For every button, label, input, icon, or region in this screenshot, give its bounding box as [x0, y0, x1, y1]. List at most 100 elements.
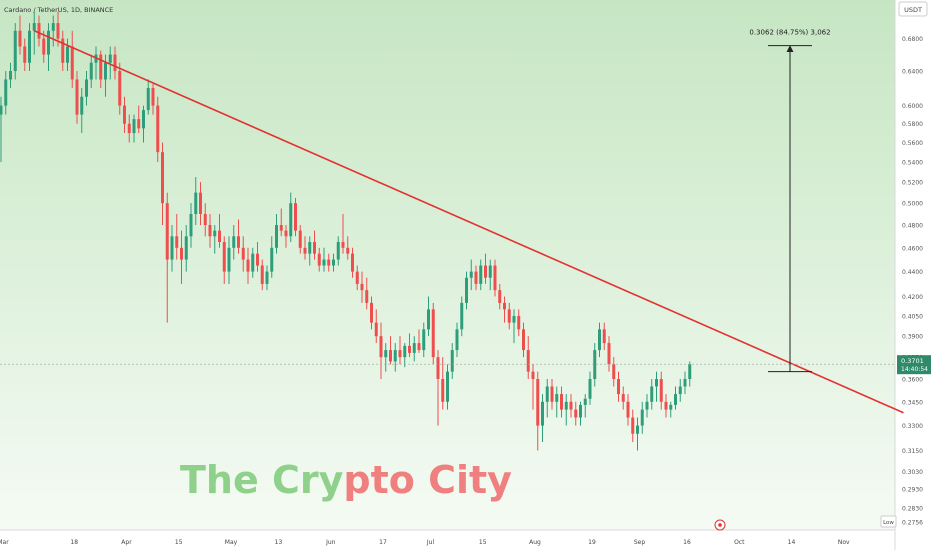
candle-body — [18, 30, 22, 47]
candle-body — [137, 119, 141, 129]
candle-body — [85, 79, 88, 97]
candle-body — [80, 96, 84, 115]
candle-body — [669, 404, 673, 410]
time-tick-label: Mar — [0, 539, 9, 546]
candle-body — [23, 46, 27, 63]
candle-body — [351, 253, 354, 272]
candle-body — [579, 404, 582, 418]
candle-body — [0, 105, 3, 115]
candle-body — [317, 253, 321, 266]
candle-body — [469, 271, 473, 278]
candle-body — [303, 247, 307, 254]
candle-body — [47, 30, 50, 55]
candle-body — [70, 46, 74, 80]
candle-body — [398, 350, 402, 358]
trend-line[interactable] — [33, 30, 904, 414]
candle-body — [208, 225, 212, 237]
candle-body — [142, 110, 145, 129]
candle-body — [123, 105, 126, 124]
price-tick-label: 0.3600 — [902, 377, 923, 384]
candle-body — [246, 259, 250, 272]
candle-body — [180, 247, 183, 260]
candle-body — [484, 265, 487, 278]
candle-body — [431, 309, 435, 358]
candle-body — [294, 203, 297, 231]
price-tick-label: 0.6400 — [902, 69, 923, 76]
symbol-title: Cardano / TetherUS, 1D, BINANCE — [4, 6, 113, 14]
candle-body — [393, 350, 397, 362]
candle-body — [598, 329, 601, 351]
time-tick-label: 18 — [70, 539, 78, 546]
candle-body — [241, 247, 245, 260]
candle-body — [631, 417, 635, 434]
candle-body — [203, 213, 207, 226]
price-tick-label: 0.5200 — [902, 180, 923, 187]
candle-body — [146, 88, 150, 111]
candle-body — [384, 350, 388, 358]
price-tick-label: 0.3900 — [902, 334, 923, 341]
candle-body — [56, 23, 60, 39]
candle-body — [194, 192, 198, 214]
candle-body — [583, 398, 587, 405]
price-tick-label: 0.3150 — [902, 448, 923, 455]
candle-body — [89, 62, 93, 80]
candle-body — [184, 236, 188, 260]
price-tick-label: 0.4200 — [902, 294, 923, 301]
candle-body — [688, 364, 692, 380]
candle-body — [270, 247, 274, 272]
candle-body — [260, 265, 264, 284]
time-tick-label: 13 — [275, 539, 283, 546]
candle-body — [265, 271, 269, 284]
price-axis-ticks: 0.6800 0.6400 0.6000 0.5800 0.5600 0.5400 0.52… — [902, 36, 923, 526]
candle-body — [593, 350, 597, 380]
candle-body — [313, 242, 316, 254]
candle-body — [346, 247, 350, 254]
candle-body — [332, 259, 335, 266]
candles-group — [0, 11, 692, 451]
candle-body — [441, 379, 445, 402]
candle-body — [13, 30, 17, 72]
time-axis-ticks: Mar 18 Apr 15 May 13 Jun 17 Jul 15 Aug 19 Sep 16 Oct 14… — [0, 539, 850, 546]
candle-body — [289, 203, 293, 237]
candle-body — [37, 23, 41, 39]
candle-body — [113, 54, 117, 72]
candle-body — [541, 401, 544, 426]
time-tick-label: 15 — [175, 539, 183, 546]
candle-body — [564, 401, 568, 410]
time-tick-label: Sep — [634, 539, 646, 546]
candle-body — [498, 290, 502, 303]
candle-body — [659, 379, 663, 402]
last-price-box — [897, 355, 931, 375]
last-price-label: 0.3701 — [901, 357, 924, 365]
time-tick-label: 16 — [683, 539, 691, 546]
candle-body — [536, 379, 540, 426]
price-tick-label: 0.4400 — [902, 269, 923, 276]
candle-body — [602, 329, 606, 344]
candle-body — [626, 401, 630, 418]
currency-box[interactable] — [898, 1, 928, 17]
candle-body — [360, 283, 364, 291]
price-tick-label: 0.6000 — [902, 103, 923, 110]
candle-body — [175, 236, 179, 248]
candle-body — [28, 30, 31, 63]
candle-body — [161, 152, 164, 204]
candle-body — [512, 315, 516, 323]
candle-body — [436, 357, 440, 380]
candle-body — [674, 394, 677, 405]
candle-body — [640, 409, 644, 426]
time-tick-label: May — [225, 539, 238, 546]
candle-body — [479, 265, 483, 284]
price-tick-label-low: 0.2756 — [902, 520, 923, 527]
candle-body — [683, 379, 687, 387]
candle-body — [365, 290, 369, 303]
candle-body — [75, 79, 79, 115]
low-label-box — [880, 515, 897, 528]
candle-body — [251, 253, 255, 272]
candle-body — [621, 394, 625, 402]
candle-body — [32, 23, 36, 31]
candle-body — [389, 350, 392, 362]
candle-body — [256, 253, 259, 266]
time-axis-panel — [0, 530, 895, 550]
